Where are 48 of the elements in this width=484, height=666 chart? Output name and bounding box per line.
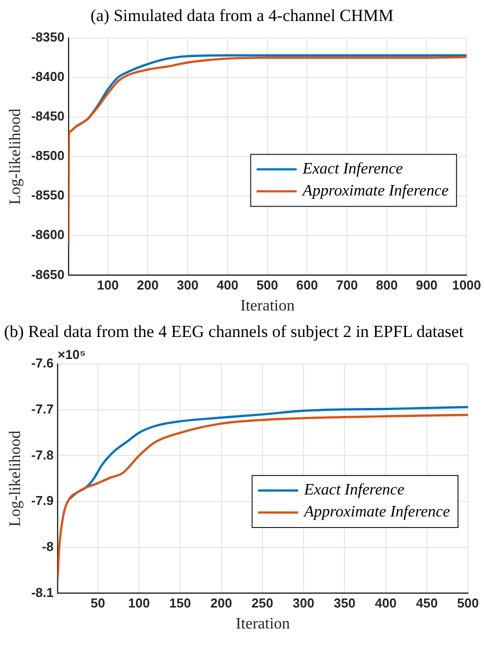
x-tick-label: 300: [176, 278, 198, 293]
legend-label: Exact Inference: [302, 160, 403, 178]
x-tick-label: 200: [136, 278, 159, 293]
x-tick-label: 450: [416, 596, 438, 611]
x-tick-label: 350: [334, 596, 356, 611]
x-axis-title: Iteration: [236, 616, 290, 633]
y-axis-title: Log-likelihood: [6, 430, 24, 527]
line-series: [68, 56, 467, 245]
y-tick-label: -8: [42, 538, 54, 554]
legend-label: Approximate Inference: [303, 504, 450, 521]
y-tick-label: -7.6: [31, 356, 54, 371]
x-tick-label: 250: [252, 596, 274, 611]
y-axis-title: Log-likelihood: [6, 108, 24, 205]
line-series: [74, 54, 467, 128]
x-axis-title: Iteration: [240, 298, 295, 315]
y-tick-label: -8600: [31, 227, 64, 242]
x-tick-label: 150: [169, 596, 191, 611]
y-tick-label: -8550: [31, 188, 64, 203]
y-tick-label: -8500: [31, 148, 64, 164]
x-tick-label: 400: [216, 278, 238, 293]
y-tick-label: -7.8: [31, 447, 54, 462]
line-series: [58, 414, 468, 581]
legend-label: Approximate Inference: [302, 182, 449, 200]
y-tick-label: -8400: [31, 69, 64, 84]
line-series: [68, 406, 468, 500]
legend-label: Exact Inference: [303, 482, 404, 499]
x-tick-label: 400: [374, 596, 397, 611]
text: ×10⁵: [58, 347, 86, 362]
y-tick-label: -7.9: [31, 493, 54, 508]
x-tick-label: 1000: [452, 278, 481, 293]
x-tick-label: 100: [128, 596, 150, 611]
y-tick-label: -7.7: [31, 401, 54, 416]
x-tick-label: 600: [296, 278, 318, 293]
x-tick-label: 300: [292, 596, 314, 611]
chart-title: (a) Simulated data from a 4-channel CHMM: [89, 5, 395, 26]
y-tick-label: -8350: [31, 30, 64, 45]
x-tick-label: 500: [457, 596, 479, 611]
x-tick-label: 50: [90, 596, 106, 611]
x-tick-label: 100: [97, 278, 119, 293]
chart-title: (b) Real data from the 4 EEG channels of subject 2 in EPFL dataset: [3, 321, 465, 342]
x-tick-label: 500: [256, 278, 278, 293]
y-tick-label: -8450: [31, 108, 64, 124]
x-tick-label: 900: [416, 278, 438, 293]
y-tick-label: -8.1: [31, 584, 54, 600]
y-tick-label: -8650: [31, 266, 64, 282]
x-tick-label: 800: [376, 278, 398, 293]
x-tick-label: 200: [210, 596, 232, 611]
x-tick-label: 700: [336, 278, 358, 293]
